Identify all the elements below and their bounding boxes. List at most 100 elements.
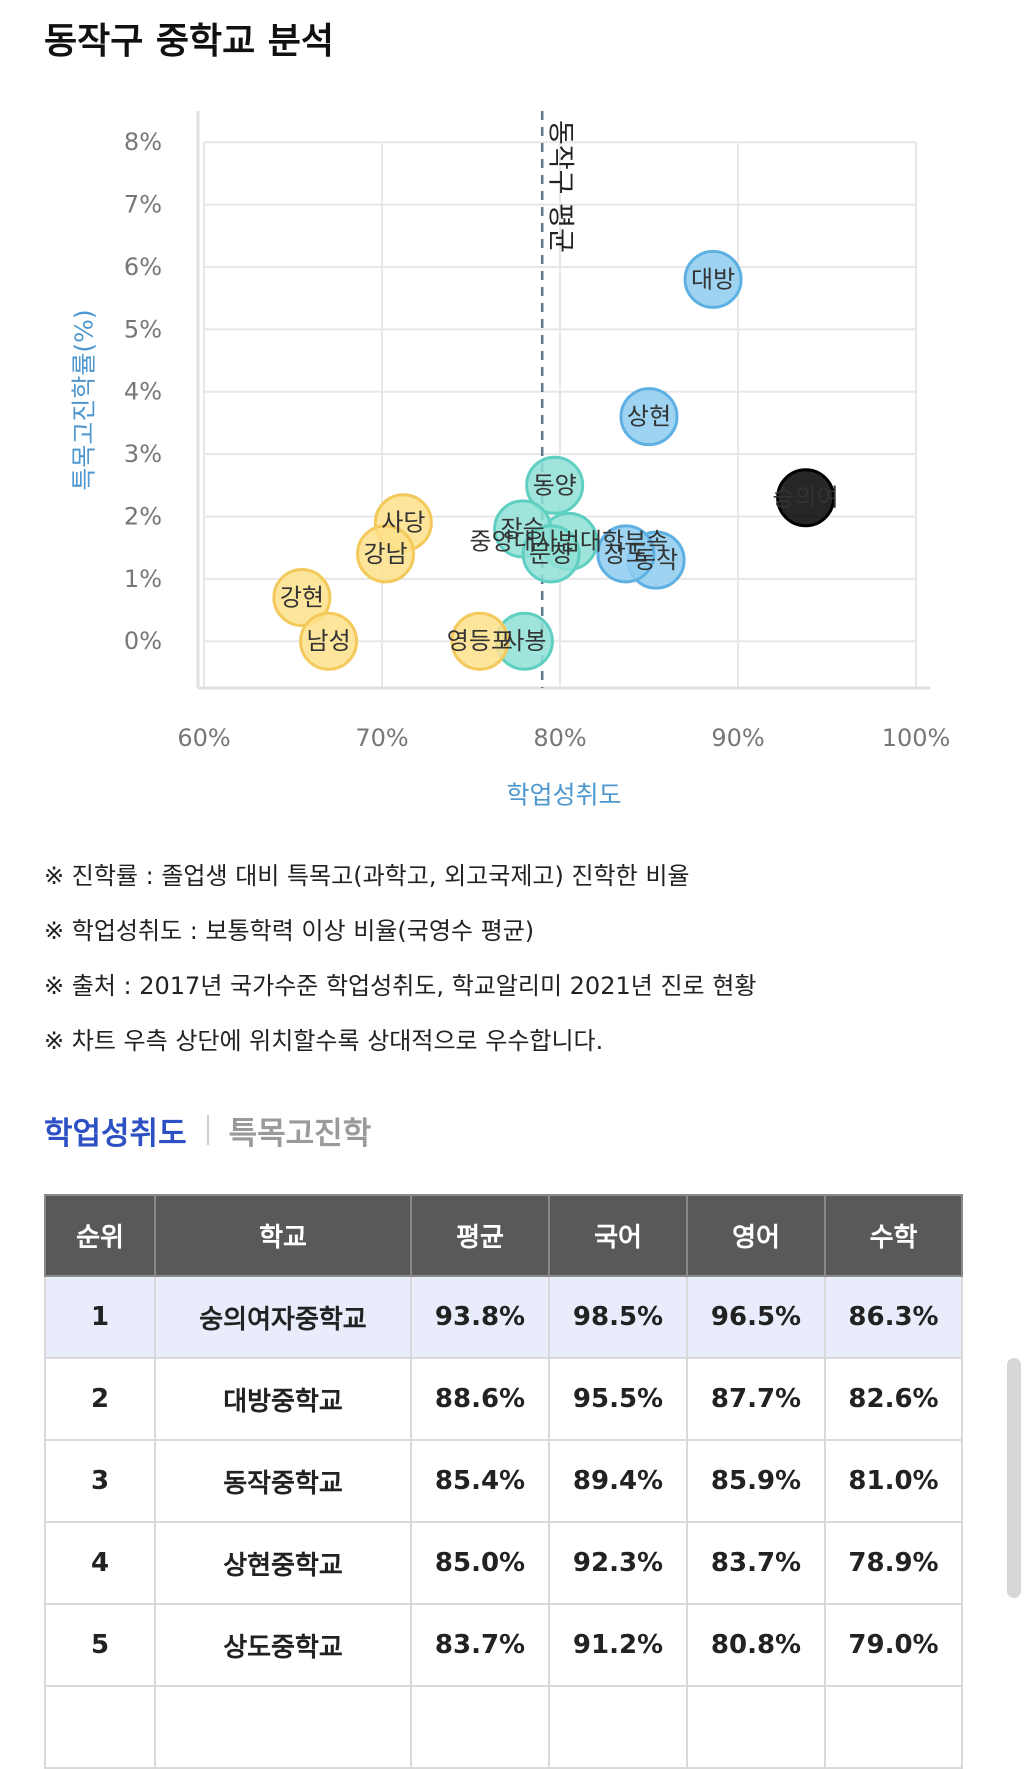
- y-tick-label: 3%: [124, 440, 162, 468]
- bubble-label: 사봉: [502, 627, 546, 655]
- bubble-label: 강남: [363, 540, 407, 568]
- cell-english: 80.8%: [686, 1603, 826, 1687]
- y-axis-title: 특목고진학률(%): [70, 309, 99, 490]
- note-item: ※ 차트 우측 상단에 위치할수록 상대적으로 우수합니다.: [44, 1027, 604, 1055]
- bubble-label: 강현: [280, 584, 324, 612]
- cell-average: 88.6%: [410, 1357, 550, 1441]
- bubble-강남: [356, 524, 416, 584]
- cell-school: [154, 1685, 412, 1769]
- bubble-label: 동양: [533, 471, 577, 499]
- bubble-label: 사당: [381, 509, 425, 537]
- table-row[interactable]: 4 상현중학교 85.0% 92.3% 83.7% 78.9%: [44, 1521, 963, 1605]
- cell-korean: 92.3%: [548, 1521, 688, 1605]
- bubble-남성: [299, 611, 359, 671]
- bubble-label: 승의여: [773, 484, 839, 512]
- cell-rank: 3: [44, 1439, 156, 1523]
- cell-school: 숭의여자중학교: [154, 1275, 412, 1359]
- ranking-table: 순위 학교 평균 국어 영어 수학 1 숭의여자중학교 93.8% 98.5% …: [44, 1194, 963, 1769]
- cell-math: 82.6%: [824, 1357, 963, 1441]
- header-math: 수학: [824, 1194, 963, 1277]
- y-tick-label: 7%: [124, 191, 162, 219]
- table-row[interactable]: 3 동작중학교 85.4% 89.4% 85.9% 81.0%: [44, 1439, 963, 1523]
- bubble-상현: [619, 387, 679, 447]
- cell-english: 83.7%: [686, 1521, 826, 1605]
- header-average: 평균: [410, 1194, 550, 1277]
- cell-school: 동작중학교: [154, 1439, 412, 1523]
- bubble-label: 대방: [691, 265, 735, 293]
- cell-math: 79.0%: [824, 1603, 963, 1687]
- cell-english: 87.7%: [686, 1357, 826, 1441]
- tab-academic-achievement[interactable]: 학업성취도: [44, 1115, 187, 1152]
- y-tick-label: 6%: [124, 253, 162, 281]
- cell-average: 85.4%: [410, 1439, 550, 1523]
- scatter-chart: 0% 1% 2% 3% 4% 5% 6% 7% 8% 60% 70% 80% 90% 100% 학업성취도 특…: [70, 111, 951, 810]
- cell-school: 상도중학교: [154, 1603, 412, 1687]
- bubble-label: 영등포: [447, 627, 513, 655]
- cell-rank: 4: [44, 1521, 156, 1605]
- bubble-label: 상도: [604, 540, 648, 568]
- tab-special-school[interactable]: 특목고진학: [228, 1115, 372, 1152]
- bubble-문창: [521, 524, 581, 584]
- header-korean: 국어: [548, 1194, 688, 1277]
- cell-average: [410, 1685, 550, 1769]
- notes-list: ※ 진학률 : 졸업생 대비 특목고(과학고, 외고국제고) 진학한 비율 ※ …: [44, 856, 756, 1076]
- cell-average: 85.0%: [410, 1521, 550, 1605]
- bubble-label: 상현: [627, 403, 671, 431]
- y-tick-label: 5%: [124, 315, 162, 343]
- table-header-row: 순위 학교 평균 국어 영어 수학: [44, 1194, 963, 1277]
- x-tick-label: 90%: [711, 724, 764, 752]
- note-item: ※ 학업성취도 : 보통학력 이상 비율(국영수 평균): [44, 917, 535, 945]
- cell-korean: 98.5%: [548, 1275, 688, 1359]
- y-tick-label: 2%: [124, 502, 162, 530]
- cell-school: 상현중학교: [154, 1521, 412, 1605]
- bubble-영등포: [450, 611, 510, 671]
- table-row[interactable]: 2 대방중학교 88.6% 95.5% 87.7% 82.6%: [44, 1357, 963, 1441]
- cell-korean: 95.5%: [548, 1357, 688, 1441]
- bubble-강현: [272, 568, 332, 628]
- cell-english: 96.5%: [686, 1275, 826, 1359]
- header-rank: 순위: [44, 1194, 156, 1277]
- bubble-label: 중앙대사범대학부속: [470, 527, 669, 555]
- cell-math: 81.0%: [824, 1439, 963, 1523]
- table-row[interactable]: 1 숭의여자중학교 93.8% 98.5% 96.5% 86.3%: [44, 1275, 963, 1359]
- table-row[interactable]: [44, 1685, 963, 1769]
- cell-korean: [548, 1685, 688, 1769]
- y-tick-label: 8%: [124, 128, 162, 156]
- cell-math: [824, 1685, 963, 1769]
- x-tick-label: 70%: [355, 724, 408, 752]
- header-english: 영어: [686, 1194, 826, 1277]
- table-row[interactable]: 5 상도중학교 83.7% 91.2% 80.8% 79.0%: [44, 1603, 963, 1687]
- bubble-label: 남성: [307, 627, 351, 655]
- header-school: 학교: [154, 1194, 412, 1277]
- x-tick-label: 60%: [177, 724, 230, 752]
- bubble-상도: [596, 524, 656, 584]
- average-reference-label: 동작구 평균: [545, 120, 576, 253]
- cell-rank: 2: [44, 1357, 156, 1441]
- bubble-동양: [525, 455, 585, 515]
- y-tick-label: 0%: [124, 627, 162, 655]
- x-axis-title: 학업성취도: [506, 781, 621, 810]
- cell-rank: [44, 1685, 156, 1769]
- note-item: ※ 진학률 : 졸업생 대비 특목고(과학고, 외고국제고) 진학한 비율: [44, 862, 690, 890]
- bubble-label: 문창: [529, 540, 573, 568]
- bubble-label: 동작: [634, 546, 678, 574]
- cell-average: 93.8%: [410, 1275, 550, 1359]
- cell-english: [686, 1685, 826, 1769]
- cell-math: 86.3%: [824, 1275, 963, 1359]
- page-title: 동작구 중학교 분석: [44, 21, 335, 62]
- cell-rank: 5: [44, 1603, 156, 1687]
- x-tick-label: 100%: [882, 724, 951, 752]
- scrollbar-thumb[interactable]: [1007, 1358, 1021, 1598]
- cell-math: 78.9%: [824, 1521, 963, 1605]
- cell-average: 83.7%: [410, 1603, 550, 1687]
- y-tick-label: 4%: [124, 378, 162, 406]
- tab-divider: [206, 1115, 209, 1145]
- cell-english: 85.9%: [686, 1439, 826, 1523]
- bubble-승의여: [776, 468, 836, 528]
- cell-rank: 1: [44, 1275, 156, 1359]
- tab-bar: 학업성취도 특목고진학: [44, 1108, 371, 1152]
- cell-korean: 91.2%: [548, 1603, 688, 1687]
- bubble-label: 장승: [501, 515, 545, 543]
- cell-school: 대방중학교: [154, 1357, 412, 1441]
- y-tick-label: 1%: [124, 565, 162, 593]
